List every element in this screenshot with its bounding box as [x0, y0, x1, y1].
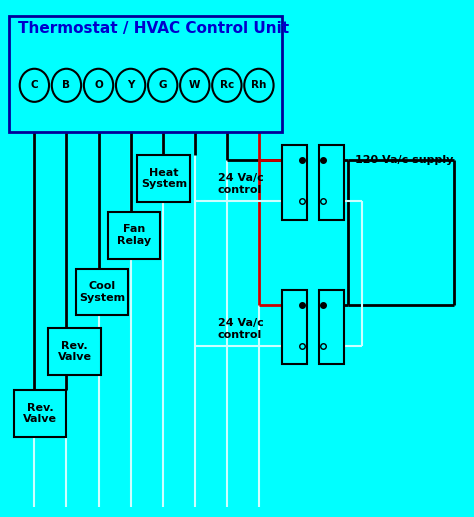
Circle shape [148, 69, 177, 102]
Text: Y: Y [127, 80, 134, 90]
Bar [48, 328, 101, 375]
Bar [319, 145, 344, 220]
Circle shape [116, 69, 145, 102]
Text: B: B [63, 80, 71, 90]
Text: 120 Va/c supply: 120 Va/c supply [355, 155, 454, 165]
Text: Rev.
Valve: Rev. Valve [23, 403, 57, 424]
Text: Fan
Relay: Fan Relay [117, 224, 151, 246]
Text: Rev.
Valve: Rev. Valve [57, 341, 91, 362]
Text: Cool
System: Cool System [79, 281, 125, 303]
Circle shape [52, 69, 81, 102]
Bar [14, 390, 66, 437]
Text: W: W [189, 80, 201, 90]
Circle shape [20, 69, 49, 102]
Bar [282, 145, 307, 220]
Text: C: C [30, 80, 38, 90]
Circle shape [212, 69, 242, 102]
Text: 24 Va/c
control: 24 Va/c control [218, 318, 264, 340]
Text: Thermostat / HVAC Control Unit: Thermostat / HVAC Control Unit [18, 21, 290, 36]
Text: 24 Va/c
control: 24 Va/c control [218, 173, 264, 195]
Circle shape [84, 69, 113, 102]
Bar [9, 16, 282, 132]
Bar [76, 269, 128, 315]
Text: Rh: Rh [251, 80, 266, 90]
Text: G: G [158, 80, 167, 90]
Bar [137, 155, 190, 202]
Circle shape [180, 69, 210, 102]
Bar [319, 290, 344, 364]
Text: Rc: Rc [220, 80, 234, 90]
Bar [282, 290, 307, 364]
Bar [108, 212, 160, 258]
Text: O: O [94, 80, 103, 90]
Circle shape [244, 69, 273, 102]
Text: Heat
System: Heat System [141, 168, 187, 189]
